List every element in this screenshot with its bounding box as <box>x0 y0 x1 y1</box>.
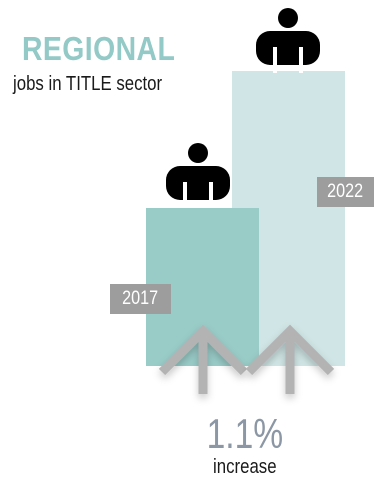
category-label-2017: 2017 <box>110 284 171 314</box>
up-arrow-icon <box>245 324 335 394</box>
chart-subtitle: jobs in TITLE sector <box>13 73 163 95</box>
category-label-2022: 2022 <box>317 177 374 207</box>
chart-title: REGIONAL <box>22 30 176 67</box>
percent-change-value: 1.1% <box>206 410 284 457</box>
person-icon <box>166 143 230 208</box>
percent-change-caption: increase <box>213 456 277 478</box>
up-arrow-icon <box>158 324 248 394</box>
person-icon <box>256 8 320 73</box>
